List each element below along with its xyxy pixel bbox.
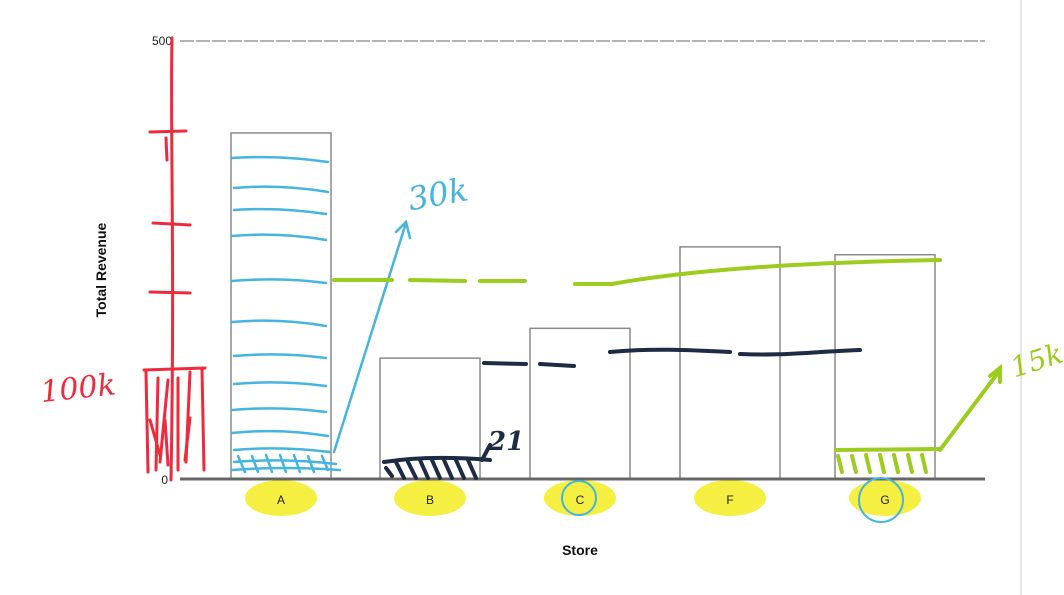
bar-f bbox=[679, 246, 781, 480]
y-axis-title: Total Revenue bbox=[93, 222, 109, 317]
x-tick-label-c: C bbox=[576, 493, 585, 507]
bar-g bbox=[834, 253, 936, 480]
highlight-c bbox=[544, 480, 616, 516]
x-axis-title: Store bbox=[562, 542, 598, 558]
red-scale-label: 100k bbox=[39, 367, 118, 410]
navy-label: 21 bbox=[487, 427, 524, 457]
x-tick-label-g: G bbox=[880, 493, 889, 507]
green-level-annotation bbox=[332, 258, 1002, 474]
highlight-g bbox=[849, 480, 921, 516]
highlight-f bbox=[694, 480, 766, 516]
blue-hatching-annotation bbox=[230, 155, 412, 474]
y-tick-label-top: 500 bbox=[152, 34, 172, 48]
navy-level-annotation bbox=[382, 347, 862, 480]
y-tick-label-zero: 0 bbox=[161, 473, 168, 487]
highlight-b bbox=[394, 480, 466, 516]
red-scale-annotation bbox=[142, 36, 207, 482]
highlight-a bbox=[245, 480, 317, 516]
bar-a bbox=[230, 132, 332, 480]
x-tick-label-a: A bbox=[277, 493, 285, 507]
x-tick-label-b: B bbox=[426, 493, 434, 507]
x-tick-label-f: F bbox=[726, 493, 733, 507]
category-highlights bbox=[245, 480, 921, 516]
blue-circle-annotations bbox=[561, 477, 904, 523]
scan-border-right bbox=[1020, 0, 1022, 595]
